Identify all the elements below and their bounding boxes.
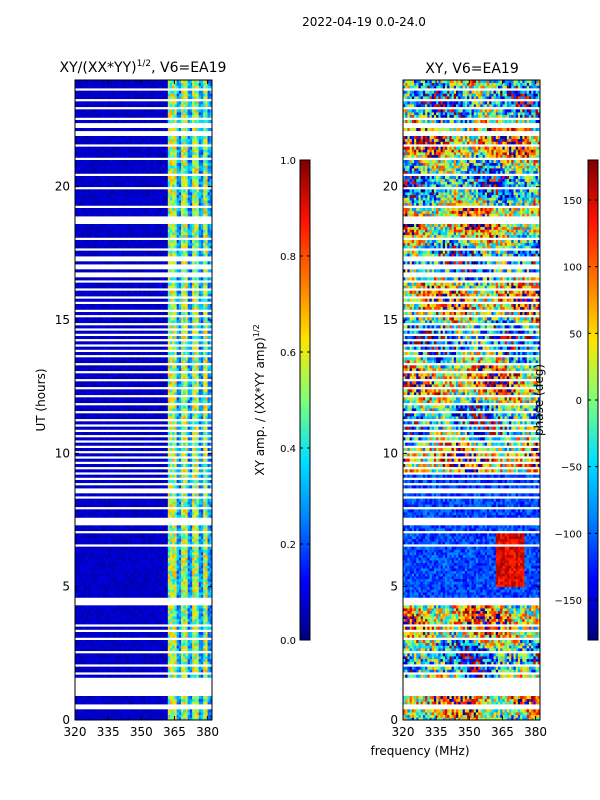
left-title-main: XY/(XX*YY) <box>60 60 137 76</box>
left-title-exp: 1/2 <box>137 59 151 69</box>
right-panel-title: XY, V6=EA19 <box>425 61 519 77</box>
suptitle: 2022-04-19 0.0-24.0 <box>302 15 426 29</box>
left-heatmap <box>75 80 212 720</box>
figure: 2022-04-19 0.0-24.0 XY/(XX*YY)1/2, V6=EA… <box>0 0 600 800</box>
left-title-suffix: , V6=EA19 <box>151 60 226 76</box>
left-panel-title: XY/(XX*YY)1/2, V6=EA19 <box>60 59 227 76</box>
